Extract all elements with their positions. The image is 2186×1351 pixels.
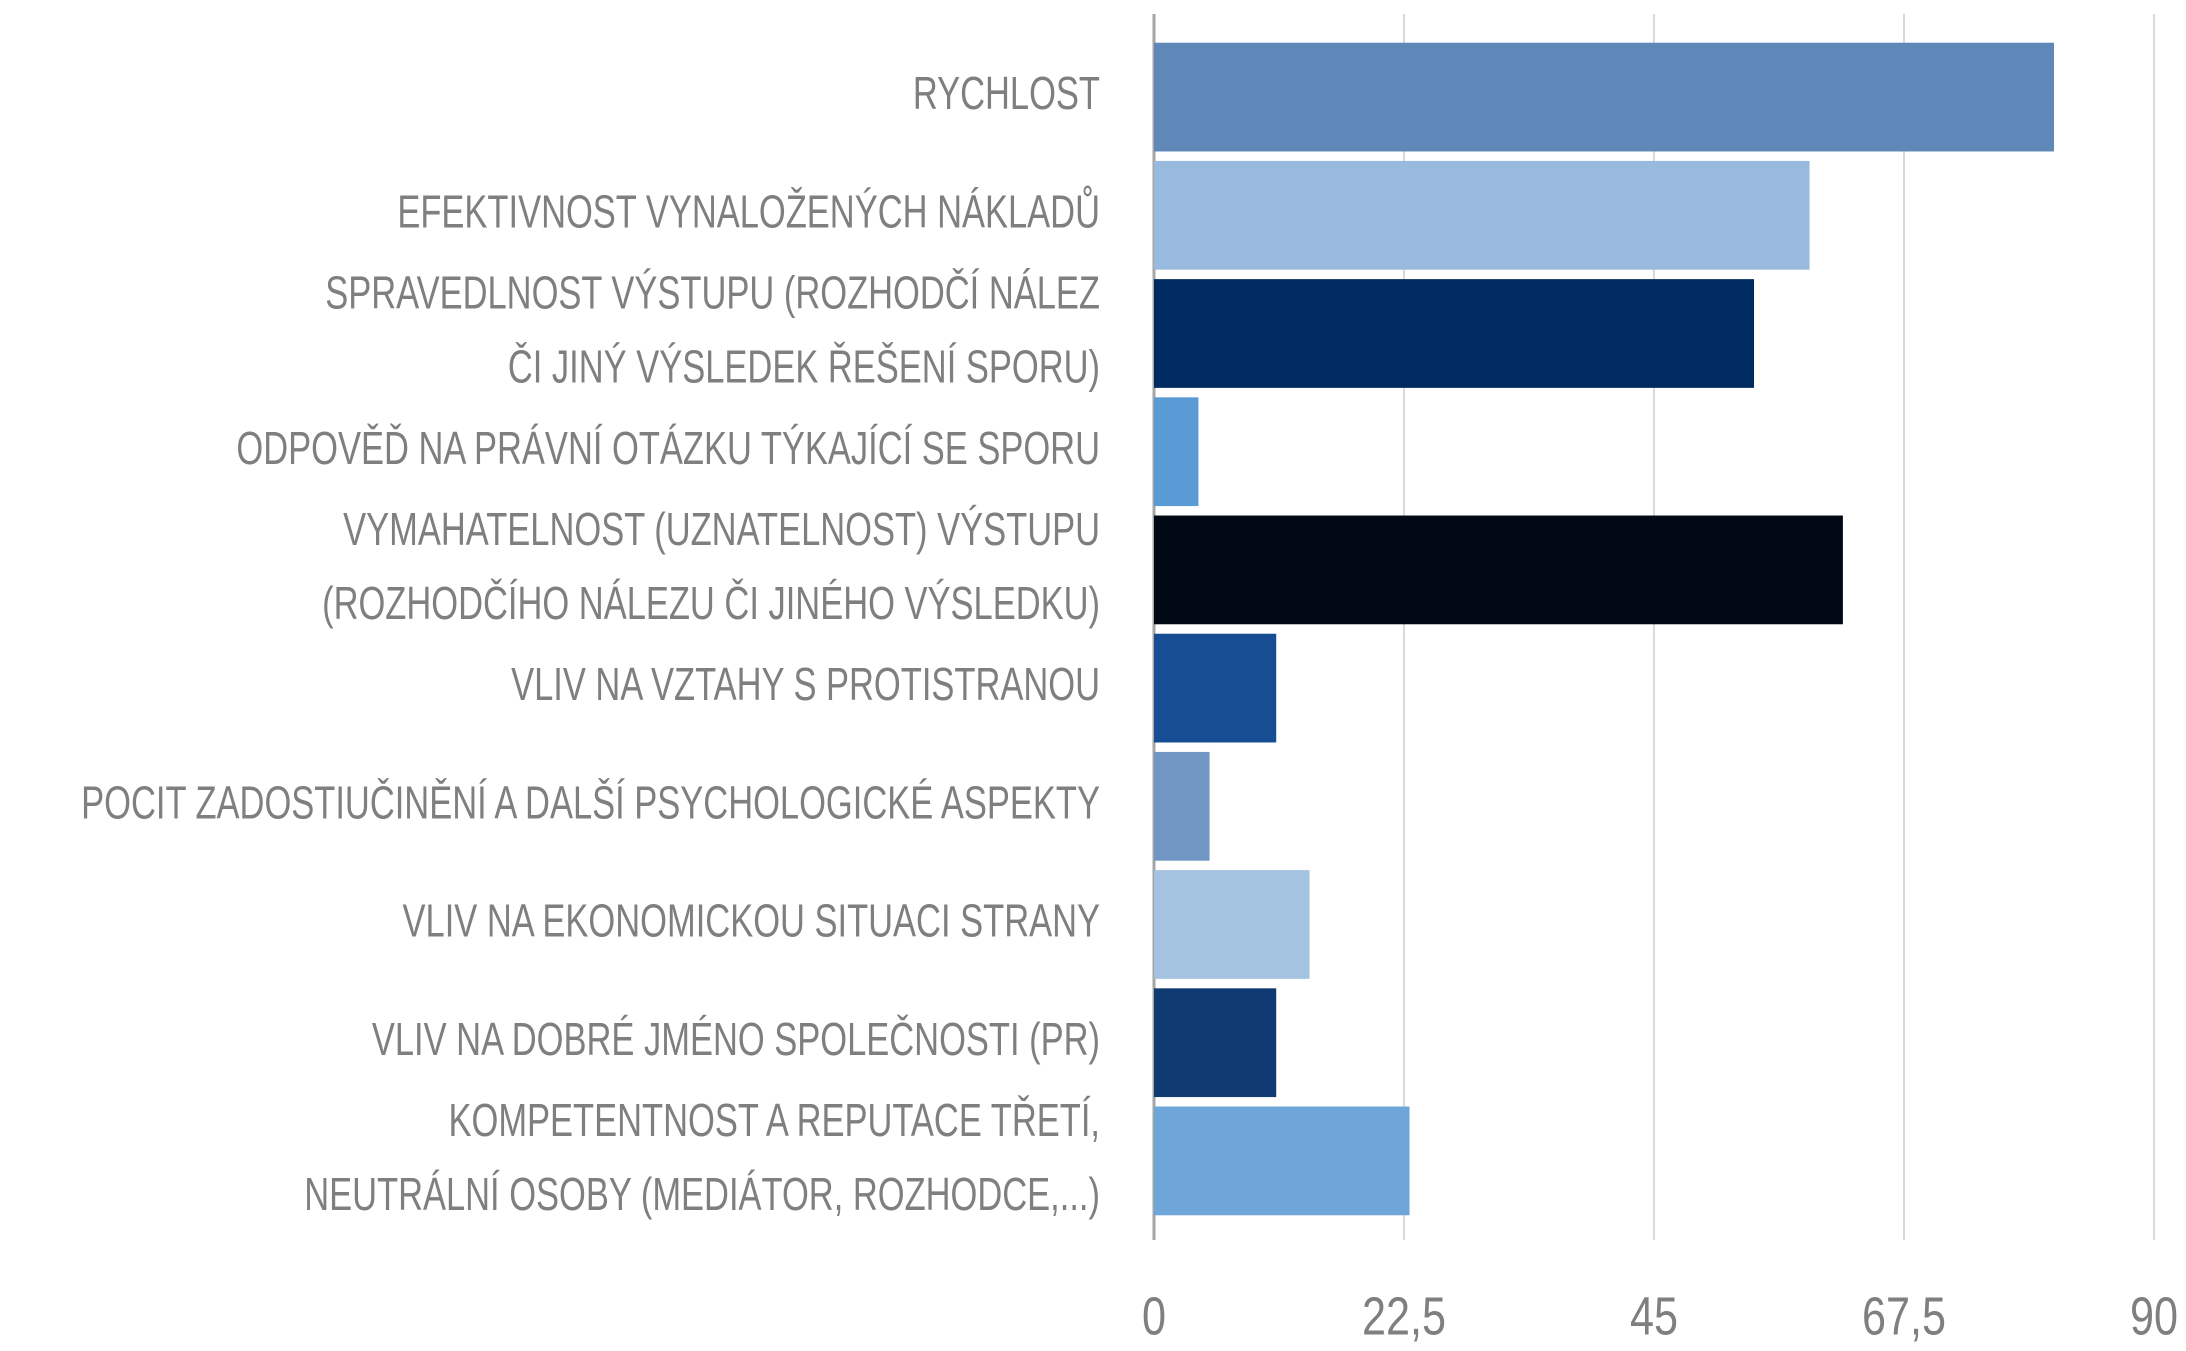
y-tick-label: NEUTRÁLNÍ OSOBY (MEDIÁTOR, ROZHODCE,...) bbox=[304, 1168, 1100, 1220]
bar bbox=[1154, 1106, 1410, 1216]
x-tick-label: 22,5 bbox=[1362, 1287, 1446, 1347]
y-tick-label: SPRAVEDLNOST VÝSTUPU (ROZHODČÍ NÁLEZ bbox=[325, 267, 1100, 319]
bar bbox=[1154, 633, 1277, 743]
y-tick-label: (ROZHODČÍHO NÁLEZU ČI JINÉHO VÝSLEDKU) bbox=[322, 577, 1100, 629]
bar bbox=[1154, 988, 1277, 1098]
y-tick-label: VYMAHATELNOST (UZNATELNOST) VÝSTUPU bbox=[343, 503, 1100, 555]
y-tick-label: VLIV NA VZTAHY S PROTISTRANOU bbox=[511, 658, 1100, 710]
y-tick-label: VLIV NA EKONOMICKOU SITUACI STRANY bbox=[403, 895, 1100, 947]
bar bbox=[1154, 397, 1199, 507]
bar bbox=[1154, 751, 1210, 861]
bar bbox=[1154, 515, 1843, 625]
x-tick-label: 90 bbox=[2130, 1287, 2178, 1347]
bar bbox=[1154, 160, 1810, 270]
x-tick-label: 67,5 bbox=[1862, 1287, 1946, 1347]
bar bbox=[1154, 870, 1310, 979]
y-tick-label: RYCHLOST bbox=[913, 67, 1100, 119]
y-tick-label: ODPOVĚĎ NA PRÁVNÍ OTÁZKU TÝKAJÍCÍ SE SPO… bbox=[236, 422, 1100, 474]
y-tick-label: VLIV NA DOBRÉ JMÉNO SPOLEČNOSTI (PR) bbox=[372, 1013, 1100, 1065]
x-tick-label: 0 bbox=[1142, 1287, 1166, 1347]
y-tick-label: EFEKTIVNOST VYNALOŽENÝCH NÁKLADŮ bbox=[397, 184, 1100, 237]
x-tick-label: 45 bbox=[1630, 1287, 1678, 1347]
y-tick-label: POCIT ZADOSTIUČINĚNÍ A DALŠÍ PSYCHOLOGIC… bbox=[81, 777, 1100, 829]
bar bbox=[1154, 279, 1754, 388]
bar bbox=[1154, 42, 2054, 152]
y-tick-label: ČI JINÝ VÝSLEDEK ŘEŠENÍ SPORU) bbox=[508, 341, 1100, 393]
y-tick-label: KOMPETENTNOST A REPUTACE TŘETÍ, bbox=[449, 1094, 1100, 1146]
